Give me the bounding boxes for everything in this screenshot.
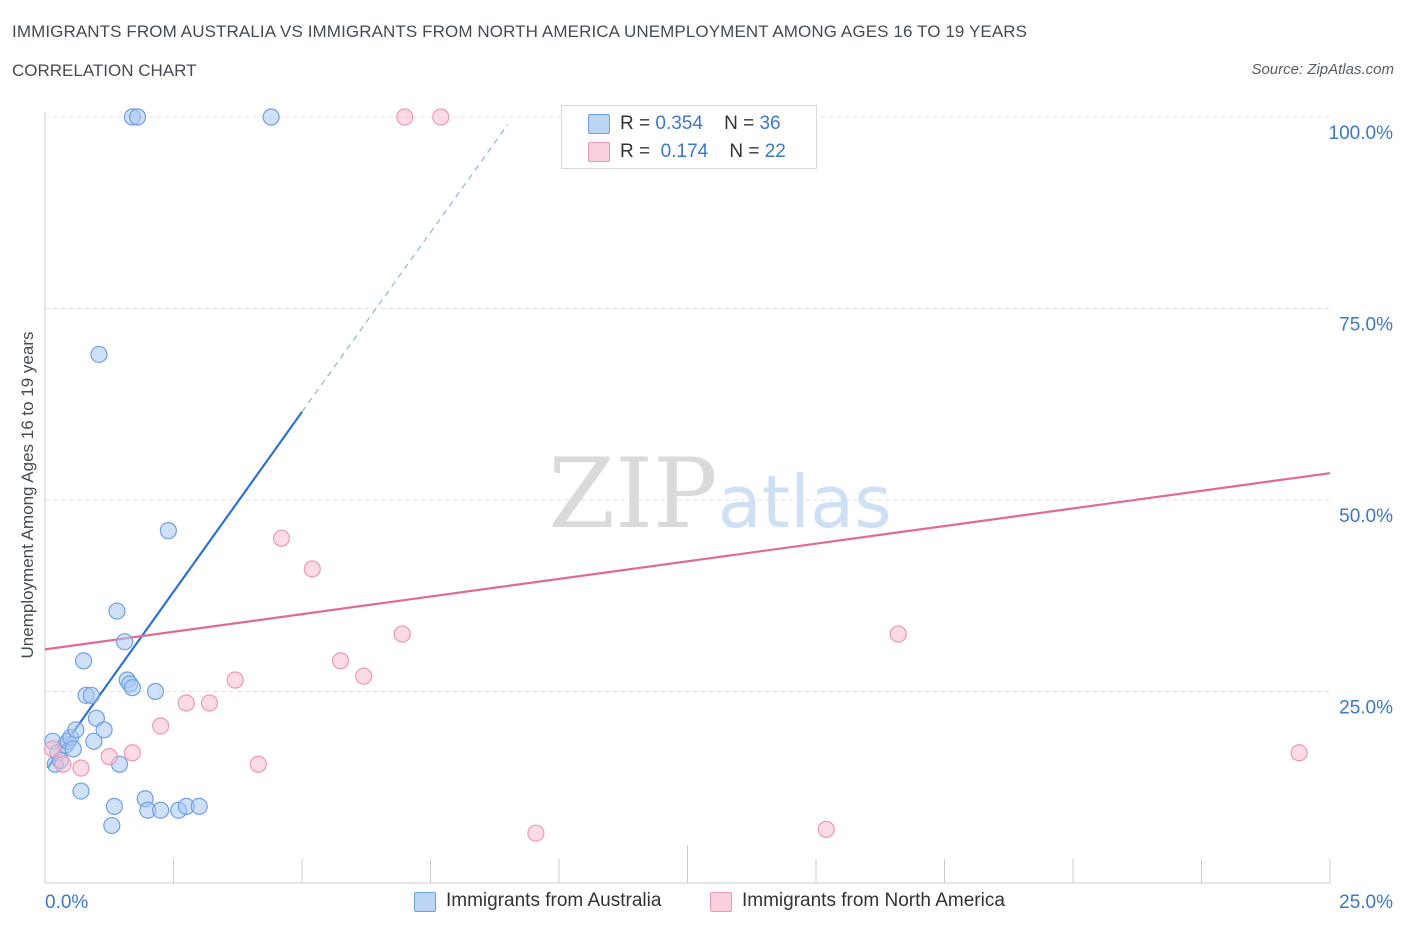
trendline-dashed-0 [301, 124, 509, 413]
point-s1-10 [272, 529, 291, 547]
point-s1-7 [200, 694, 219, 712]
point-s0-21 [116, 633, 134, 651]
point-s0-35 [262, 108, 280, 126]
point-s0-16 [95, 721, 113, 739]
point-s0-10 [74, 652, 93, 670]
point-s0-17 [103, 816, 121, 835]
point-s1-8 [226, 671, 244, 689]
point-s1-20 [817, 820, 835, 838]
point-s0-31 [159, 522, 177, 540]
point-s1-13 [355, 667, 373, 685]
point-s1-11 [303, 560, 321, 578]
legend-swatch-australia [588, 114, 610, 134]
point-s1-5 [152, 717, 170, 735]
legend-n-value-north-america: 22 [764, 141, 786, 162]
tick-label-layer: 25.0% 50.0% 75.0% 100.0% 0.0% 25.0% [45, 123, 1393, 913]
point-s0-29 [146, 682, 165, 701]
y-tick-label-1: 50.0% [1339, 506, 1393, 527]
y-tick-label-3: 100.0% [1329, 123, 1394, 144]
bottom-legend-swatch-north-america [710, 892, 732, 912]
point-s0-30 [152, 801, 170, 819]
point-s0-7 [64, 740, 82, 758]
chart-title: IMMIGRANTS FROM AUSTRALIA VS IMMIGRANTS … [12, 22, 1028, 41]
point-s1-14 [393, 625, 411, 643]
point-s0-18 [105, 797, 123, 816]
point-s0-15 [90, 345, 108, 364]
trendline-solid-0 [46, 411, 303, 769]
legend-n-label-australia: N = [724, 113, 755, 134]
y-tick-label-2: 75.0% [1339, 315, 1393, 336]
bottom-legend-label-north-america: Immigrants from North America [742, 890, 1005, 911]
point-s1-21 [889, 625, 907, 643]
point-s1-12 [331, 652, 350, 670]
watermark-zip: ZIP [548, 438, 717, 550]
grid-layer [45, 116, 1330, 692]
bottom-legend-label-australia: Immigrants from Australia [446, 890, 662, 911]
y-tick-label-0: 25.0% [1339, 698, 1393, 719]
legend-swatch-north-america [588, 142, 610, 162]
point-s1-16 [432, 108, 450, 126]
point-s1-17 [527, 824, 545, 842]
point-s0-8 [67, 721, 85, 739]
point-s1-2 [72, 759, 90, 777]
watermark: ZIPatlas [548, 438, 891, 550]
point-s1-0 [44, 740, 62, 758]
point-s1-15 [396, 108, 414, 126]
point-layer [44, 108, 1308, 842]
point-s1-22 [1290, 744, 1308, 762]
point-s0-13 [85, 732, 103, 750]
point-s0-12 [82, 686, 100, 704]
source-label: Source: ZipAtlas.com [1251, 61, 1394, 78]
point-s0-9 [72, 782, 90, 800]
point-s1-6 [177, 694, 195, 712]
point-s0-19 [108, 602, 126, 620]
legend-n-label-north-america: N = [729, 141, 760, 162]
point-s1-4 [123, 744, 141, 762]
chart-subtitle: CORRELATION CHART [12, 61, 197, 80]
x-tick-label-1: 25.0% [1339, 892, 1393, 913]
x-tick-label-0: 0.0% [45, 892, 88, 913]
y-axis-label: Unemployment Among Ages 16 to 19 years [18, 331, 37, 659]
point-s1-9 [249, 755, 267, 773]
legend-r-value-australia: 0.354 [655, 113, 703, 134]
axis-layer [44, 112, 1331, 884]
trend-layer [44, 124, 1331, 769]
legend-r-label-australia: R = [620, 113, 651, 134]
bottom-legend-swatch-australia [414, 892, 436, 912]
legend-r-value-north-america: 0.174 [660, 141, 709, 162]
legend-n-value-australia: 36 [759, 113, 781, 134]
correlation-legend: R = 0.354 N = 36 R = 0.174 N = 22 [561, 105, 817, 169]
trendline-solid-1 [44, 472, 1331, 651]
point-s1-3 [100, 748, 118, 766]
watermark-atlas: atlas [718, 460, 892, 544]
point-s1-1 [54, 755, 72, 773]
point-s0-34 [190, 797, 208, 816]
point-s0-24 [123, 679, 141, 697]
point-s0-26 [128, 108, 147, 126]
legend-r-label-north-america: R = [620, 141, 651, 162]
